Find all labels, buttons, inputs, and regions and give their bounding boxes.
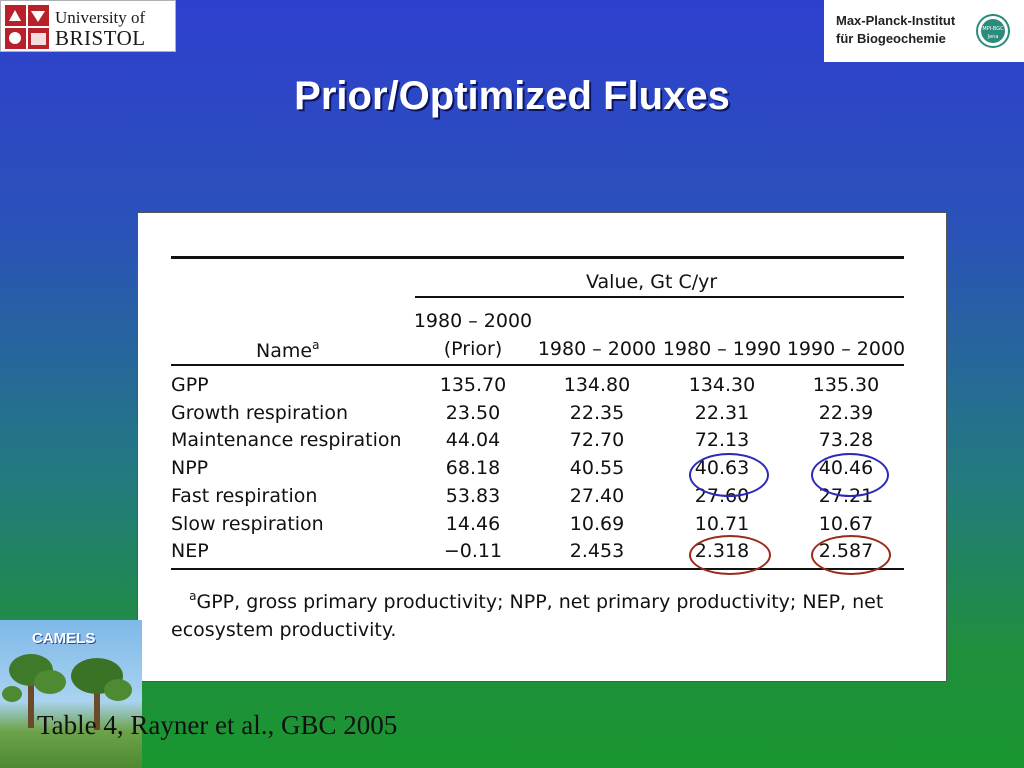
table-footnote: aGPP, gross primary productivity; NPP, n… [171, 582, 916, 644]
row-name: Slow respiration [171, 513, 324, 535]
university-of-bristol-logo: University of BRISTOL [0, 0, 176, 52]
footnote-text: GPP, gross primary productivity; NPP, ne… [171, 591, 884, 641]
value-header: Value, Gt C/yr [586, 271, 718, 293]
column-header-0-line2: (Prior) [443, 338, 503, 360]
mpi-emblem-top-text: MPI-BGC [982, 26, 1004, 32]
name-header-superscript: a [312, 338, 320, 352]
column-header-2: 1980 – 1990 [662, 338, 782, 360]
row-name: Fast respiration [171, 485, 318, 507]
row-value-cell: 2.453 [569, 540, 625, 562]
bristol-logo-line1: University of [55, 8, 146, 27]
row-value-cell: 135.30 [812, 374, 880, 396]
row-value-cell: −0.11 [443, 540, 503, 562]
row-value-cell: 14.46 [445, 513, 501, 535]
mpi-logo-line2: für Biogeochemie [836, 31, 946, 46]
row-value-cell: 22.31 [694, 402, 750, 424]
footnote-superscript: a [189, 589, 197, 603]
camels-trees-icon [2, 654, 132, 730]
camels-logo: CAMELS [0, 620, 142, 768]
row-value-cell: 10.67 [818, 513, 874, 535]
row-name: NPP [171, 457, 209, 479]
nep-annotation-circle-1980-1990 [689, 535, 771, 575]
bristol-crest-icon [5, 5, 49, 49]
row-value-cell: 22.35 [569, 402, 625, 424]
row-value-cell: 134.80 [563, 374, 631, 396]
column-header-1: 1980 – 2000 [537, 338, 657, 360]
max-planck-institut-logo: Max-Planck-Institut für Biogeochemie MPI… [824, 0, 1024, 62]
row-value-cell: 40.55 [569, 457, 625, 479]
table-bottom-rule [171, 568, 904, 570]
npp-annotation-circle-1990-2000 [811, 453, 889, 497]
row-value-cell: 22.39 [818, 402, 874, 424]
mpi-bgc-emblem-icon: MPI-BGC Jena [976, 14, 1010, 48]
row-name: NEP [171, 540, 209, 562]
table-top-rule [171, 256, 904, 259]
row-name: Growth respiration [171, 402, 348, 424]
row-value-cell: 73.28 [818, 429, 874, 451]
camels-logo-text: CAMELS [32, 630, 96, 647]
row-value-cell: 72.70 [569, 429, 625, 451]
name-header: Namea [256, 338, 320, 362]
row-value-cell: 44.04 [445, 429, 501, 451]
row-name: Maintenance respiration [171, 429, 402, 451]
row-value-cell: 10.69 [569, 513, 625, 535]
value-header-rule [415, 296, 904, 298]
mpi-logo-line1: Max-Planck-Institut [836, 13, 956, 28]
row-value-cell: 53.83 [445, 485, 501, 507]
row-name: GPP [171, 374, 209, 396]
row-value-cell: 135.70 [439, 374, 507, 396]
nep-annotation-circle-1990-2000 [811, 535, 891, 575]
table-caption: Table 4, Rayner et al., GBC 2005 [37, 710, 398, 740]
row-value-cell: 134.30 [688, 374, 756, 396]
column-header-0-line1: 1980 – 2000 [413, 310, 533, 332]
row-value-cell: 23.50 [445, 402, 501, 424]
column-header-3: 1990 – 2000 [786, 338, 906, 360]
row-value-cell: 72.13 [694, 429, 750, 451]
npp-annotation-circle-1980-1990 [689, 453, 769, 497]
mpi-emblem-bottom-text: Jena [987, 34, 999, 40]
bristol-logo-line2: BRISTOL [55, 26, 146, 50]
row-value-cell: 68.18 [445, 457, 501, 479]
row-value-cell: 27.40 [569, 485, 625, 507]
slide-title: Prior/Optimized Fluxes [294, 74, 730, 118]
header-bottom-rule [171, 364, 904, 366]
row-value-cell: 10.71 [694, 513, 750, 535]
flux-table: Value, Gt C/yr 1980 – 2000 Namea (Prior)… [137, 212, 947, 682]
